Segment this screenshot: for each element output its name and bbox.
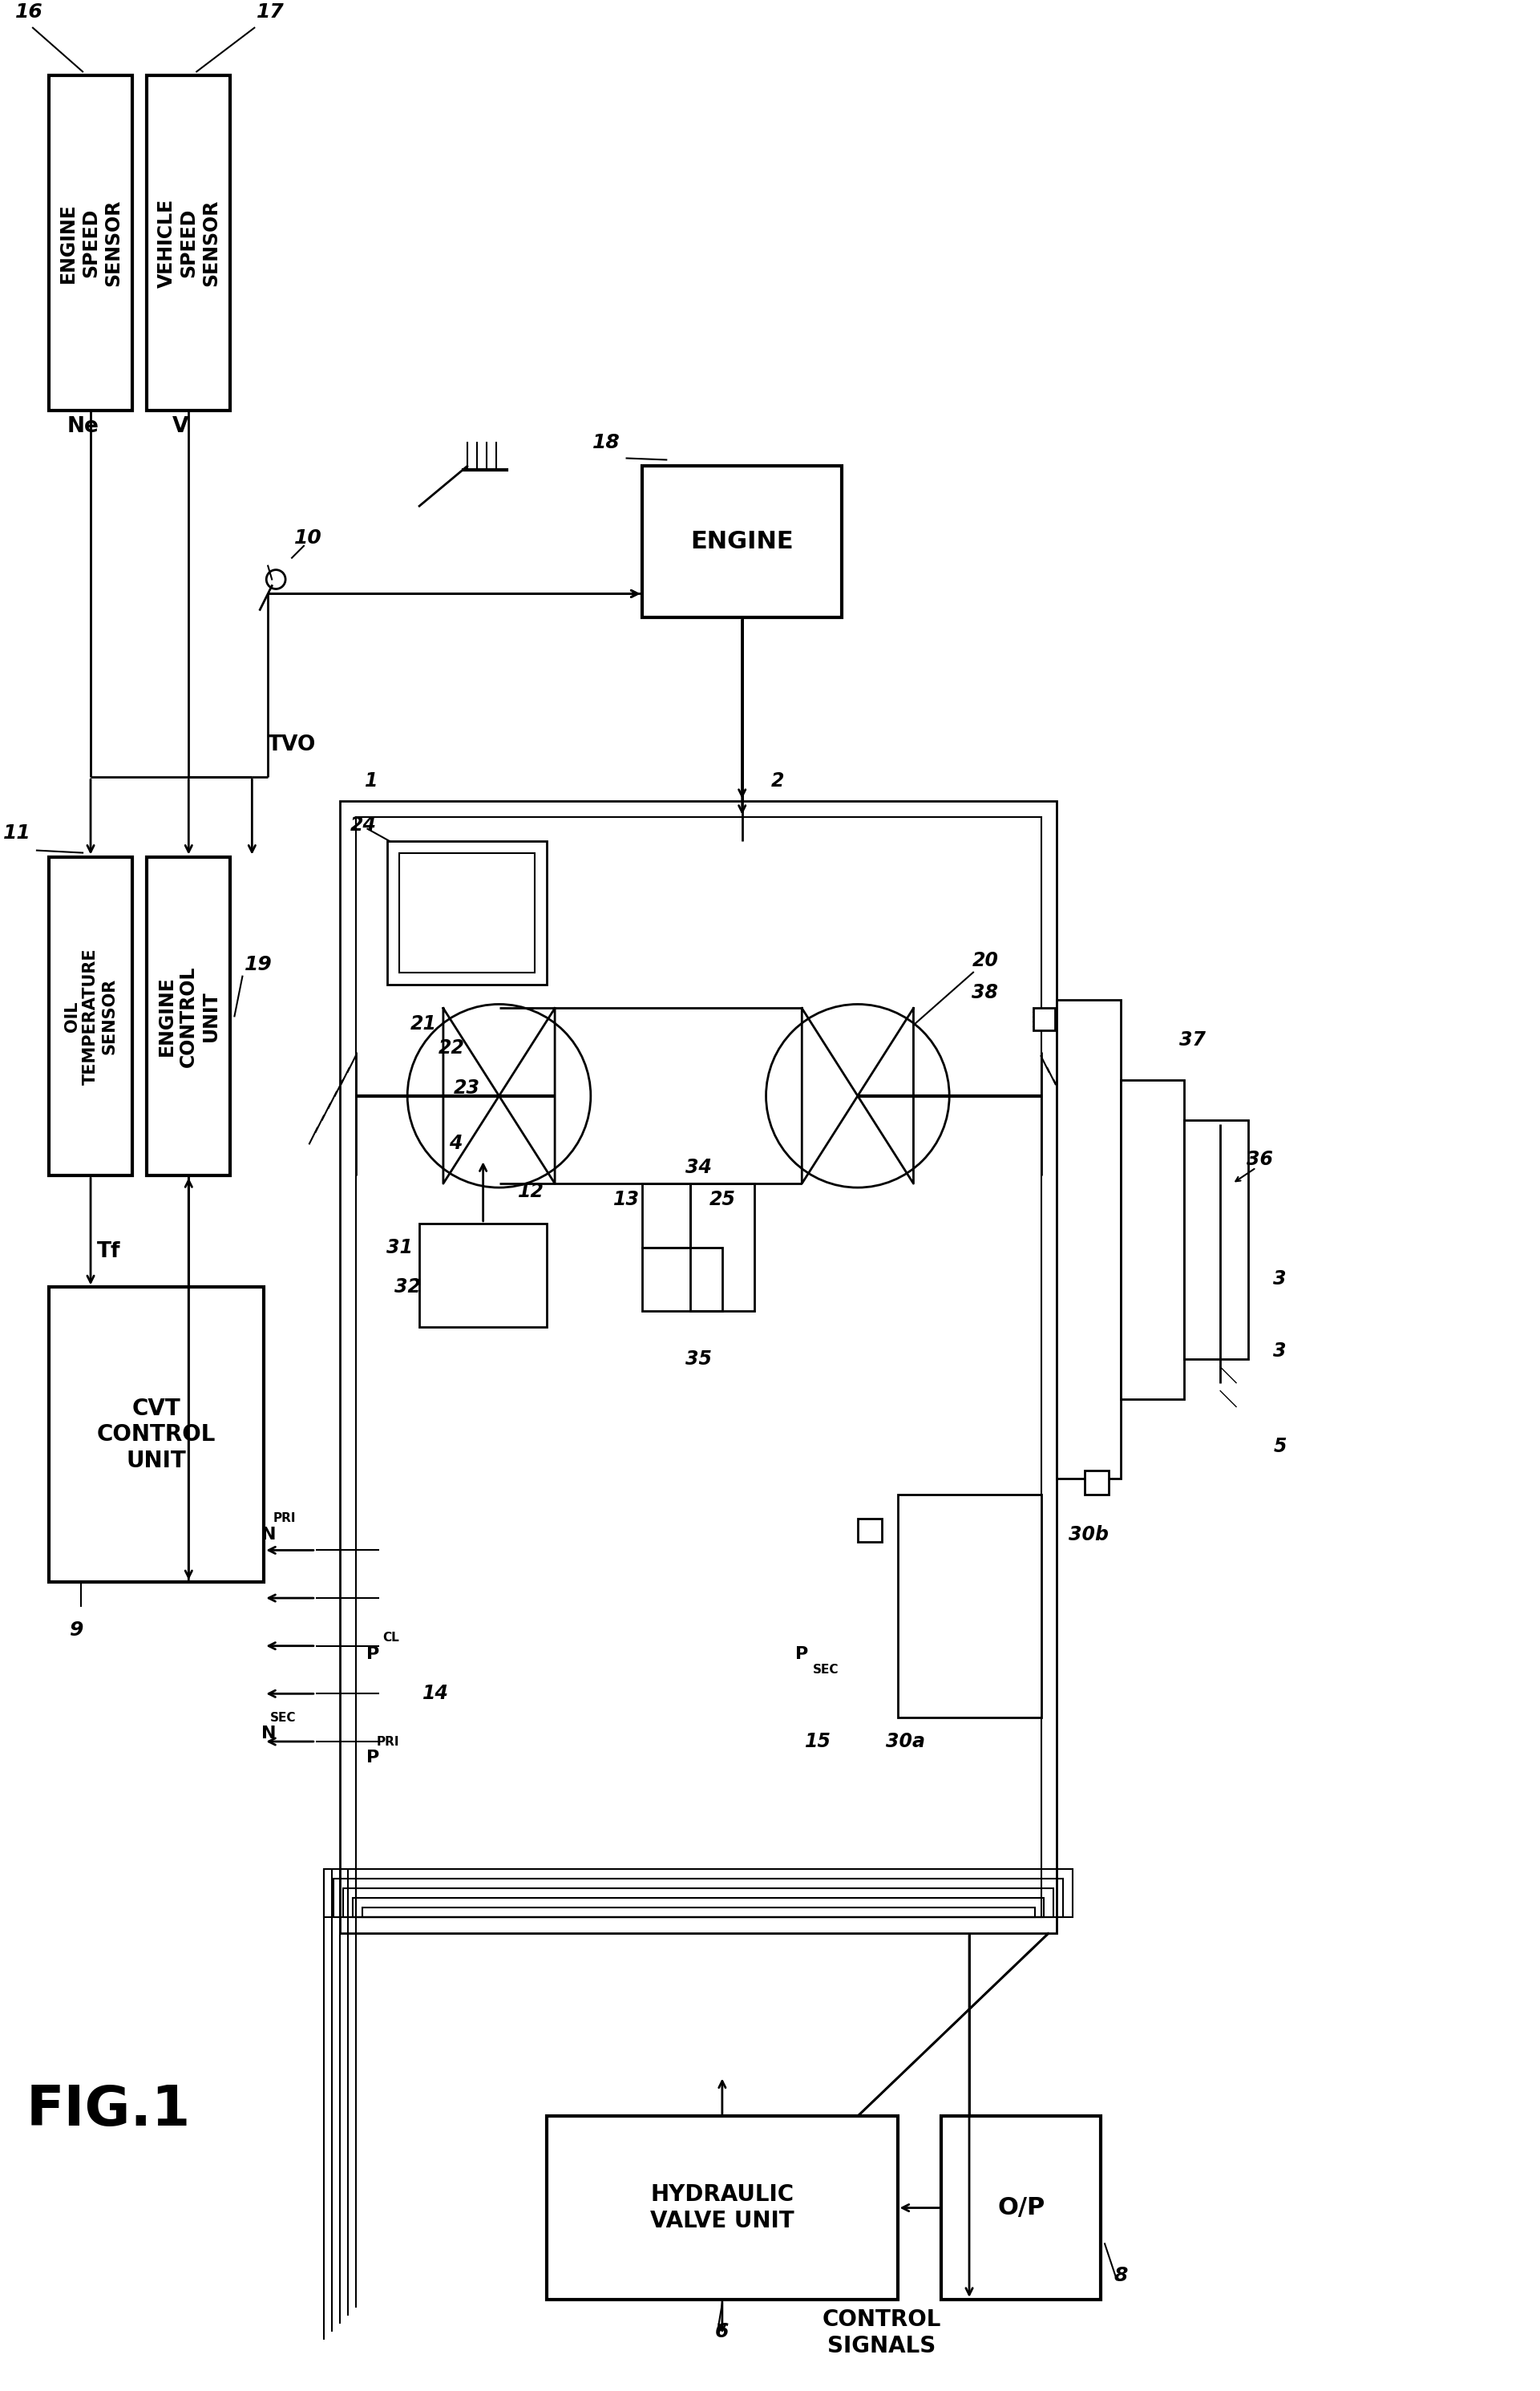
Bar bbox=[340, 801, 1056, 1932]
Bar bbox=[858, 1518, 881, 1542]
Bar bbox=[642, 1184, 690, 1248]
Bar bbox=[399, 854, 534, 973]
Text: VEHICLE
SPEED
SENSOR: VEHICLE SPEED SENSOR bbox=[157, 198, 220, 287]
Text: 30b: 30b bbox=[1069, 1525, 1109, 1545]
Text: N: N bbox=[262, 1726, 276, 1741]
Text: 37: 37 bbox=[1180, 1031, 1206, 1050]
Bar bbox=[343, 1889, 1053, 1918]
Text: 22: 22 bbox=[437, 1038, 465, 1057]
Text: 16: 16 bbox=[15, 2, 43, 22]
Text: Tf: Tf bbox=[97, 1241, 120, 1262]
Text: P: P bbox=[367, 1645, 379, 1662]
Text: TVO: TVO bbox=[268, 734, 316, 756]
Bar bbox=[49, 77, 132, 411]
Text: 8: 8 bbox=[1113, 2267, 1127, 2286]
Text: 18: 18 bbox=[593, 433, 621, 452]
Text: FIG.1: FIG.1 bbox=[26, 2083, 191, 2138]
Text: SEC: SEC bbox=[270, 1712, 296, 1724]
Text: 4: 4 bbox=[448, 1133, 462, 1152]
Text: N: N bbox=[262, 1525, 276, 1542]
Text: 36: 36 bbox=[1247, 1150, 1274, 1169]
Text: 35: 35 bbox=[685, 1349, 711, 1368]
Text: 24: 24 bbox=[350, 815, 377, 834]
Bar bbox=[1084, 1470, 1109, 1494]
Text: ENGINE
CONTROL
UNIT: ENGINE CONTROL UNIT bbox=[157, 966, 220, 1066]
Text: 38: 38 bbox=[972, 983, 998, 1002]
Text: 13: 13 bbox=[613, 1191, 639, 1210]
Bar bbox=[1121, 1081, 1184, 1399]
Text: 2: 2 bbox=[772, 772, 784, 791]
Polygon shape bbox=[444, 1009, 499, 1184]
Bar bbox=[898, 1494, 1041, 1717]
Text: 19: 19 bbox=[245, 954, 273, 973]
Text: 20: 20 bbox=[972, 952, 998, 971]
Polygon shape bbox=[499, 1009, 554, 1184]
Bar bbox=[690, 1184, 755, 1310]
Text: 9: 9 bbox=[69, 1621, 83, 1640]
Bar bbox=[49, 1286, 263, 1583]
Text: CONTROL
SIGNALS: CONTROL SIGNALS bbox=[822, 2310, 941, 2358]
Bar bbox=[323, 1870, 1073, 1918]
Bar bbox=[941, 2116, 1101, 2300]
Text: 25: 25 bbox=[708, 1191, 736, 1210]
Text: HYDRAULIC
VALVE UNIT: HYDRAULIC VALVE UNIT bbox=[650, 2183, 795, 2233]
Text: 6: 6 bbox=[715, 2322, 728, 2341]
Text: 21: 21 bbox=[410, 1014, 436, 1033]
Text: 10: 10 bbox=[294, 528, 322, 548]
Bar bbox=[49, 856, 132, 1176]
Bar bbox=[388, 842, 547, 985]
Text: Ne: Ne bbox=[66, 416, 99, 438]
Text: V: V bbox=[172, 416, 189, 438]
Bar bbox=[642, 466, 842, 617]
Bar bbox=[547, 2116, 898, 2300]
Text: 34: 34 bbox=[685, 1157, 711, 1176]
Text: 15: 15 bbox=[804, 1731, 832, 1750]
Text: O/P: O/P bbox=[998, 2197, 1044, 2219]
Text: PRI: PRI bbox=[273, 1514, 296, 1525]
Polygon shape bbox=[858, 1009, 913, 1184]
Bar bbox=[146, 856, 231, 1176]
Text: 23: 23 bbox=[454, 1078, 480, 1097]
Bar bbox=[1033, 1009, 1055, 1031]
Text: 11: 11 bbox=[3, 823, 31, 842]
Text: 1: 1 bbox=[365, 772, 379, 791]
Text: 30a: 30a bbox=[885, 1731, 926, 1750]
Text: 32: 32 bbox=[394, 1277, 420, 1296]
Text: 3: 3 bbox=[1274, 1341, 1287, 1360]
Text: 3: 3 bbox=[1274, 1270, 1287, 1289]
Text: ENGINE
SPEED
SENSOR: ENGINE SPEED SENSOR bbox=[59, 198, 123, 287]
Text: 31: 31 bbox=[387, 1239, 413, 1258]
Bar bbox=[362, 1908, 1035, 1918]
Bar bbox=[642, 1248, 722, 1310]
Text: ENGINE: ENGINE bbox=[690, 531, 793, 555]
Bar bbox=[356, 818, 1041, 1918]
Bar bbox=[1056, 999, 1121, 1478]
Bar bbox=[333, 1879, 1063, 1918]
Text: OIL
TEMPERATURE
SENSOR: OIL TEMPERATURE SENSOR bbox=[65, 947, 117, 1086]
Text: PRI: PRI bbox=[377, 1736, 399, 1748]
Polygon shape bbox=[802, 1009, 858, 1184]
Text: 14: 14 bbox=[422, 1683, 448, 1702]
Text: SEC: SEC bbox=[813, 1664, 839, 1676]
Text: P: P bbox=[367, 1750, 379, 1765]
Bar bbox=[1184, 1119, 1249, 1358]
Text: 12: 12 bbox=[517, 1181, 544, 1200]
Text: 5: 5 bbox=[1274, 1437, 1287, 1456]
Text: 17: 17 bbox=[256, 2, 285, 22]
Bar bbox=[419, 1224, 547, 1327]
Text: CVT
CONTROL
UNIT: CVT CONTROL UNIT bbox=[97, 1396, 216, 1473]
Text: CL: CL bbox=[383, 1633, 399, 1645]
Bar bbox=[353, 1898, 1044, 1918]
Text: P: P bbox=[795, 1645, 808, 1662]
Bar bbox=[146, 77, 231, 411]
